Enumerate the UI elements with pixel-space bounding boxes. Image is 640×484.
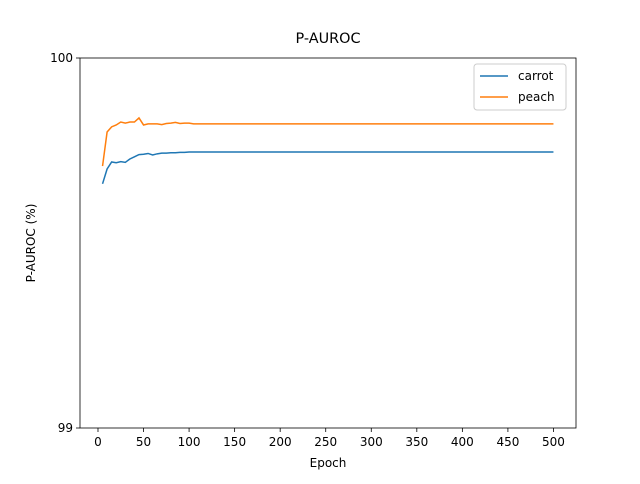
x-tick-label: 400 xyxy=(451,435,474,449)
x-tick-label: 100 xyxy=(178,435,201,449)
legend-label: carrot xyxy=(518,69,554,83)
x-tick-label: 50 xyxy=(136,435,151,449)
plot-frame xyxy=(79,57,577,429)
line-series xyxy=(101,151,554,185)
x-tick-label: 500 xyxy=(542,435,565,449)
legend-label: peach xyxy=(518,90,555,104)
x-tick-label: 350 xyxy=(405,435,428,449)
x-tick-label: 450 xyxy=(496,435,519,449)
y-tick-label: 99 xyxy=(58,421,73,435)
x-tick-label: 150 xyxy=(223,435,246,449)
x-axis-label: Epoch xyxy=(310,456,347,470)
line-series xyxy=(101,116,554,167)
x-tick-label: 300 xyxy=(360,435,383,449)
chart-title: P-AUROC xyxy=(296,31,361,47)
x-tick-label: 250 xyxy=(314,435,337,449)
y-tick-label: 100 xyxy=(50,51,73,65)
x-tick-label: 0 xyxy=(94,435,102,449)
x-tick-label: 200 xyxy=(269,435,292,449)
y-axis-label: P-AUROC (%) xyxy=(24,204,38,283)
